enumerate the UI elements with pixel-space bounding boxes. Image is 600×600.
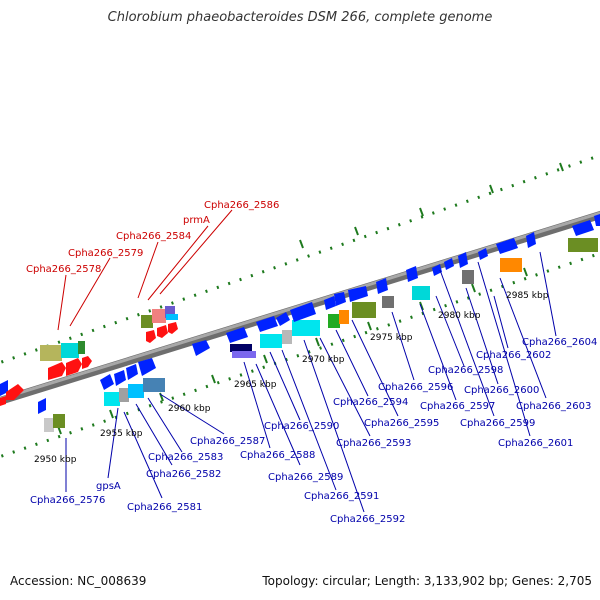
gene-label: Cpha266_2588 (240, 450, 315, 461)
inner-tick-track (0, 251, 600, 459)
gene-label: Cpha266_2600 (464, 385, 539, 396)
gene-label: Cpha266_2578 (26, 264, 101, 275)
gene-label: Cpha266_2602 (476, 350, 551, 361)
highlighted-gene-labels: Cpha266_2578 Cpha266_2579 Cpha266_2584 p… (26, 200, 279, 275)
highlight-leader-lines (57, 209, 233, 331)
accession-text: Accession: NC_008639 (10, 574, 147, 588)
gene-label: Cpha266_2596 (378, 382, 453, 393)
gene-blocks (0, 214, 600, 432)
gene-label: gpsA (96, 481, 121, 492)
gene-label: Cpha266_2593 (336, 438, 411, 449)
gene-label: Cpha266_2603 (516, 401, 591, 412)
gene-label: Cpha266_2594 (333, 397, 408, 408)
scale-label: 2965 kbp (234, 380, 277, 390)
scale-label: 2985 kbp (506, 291, 549, 301)
gene-label: Cpha266_2582 (146, 469, 221, 480)
gene-label: Cpha266_2599 (460, 418, 535, 429)
scale-label: 2975 kbp (370, 333, 413, 343)
scale-label: 2970 kbp (302, 355, 345, 365)
map-title: Chlorobium phaeobacteroides DSM 266, com… (107, 10, 493, 25)
gene-label: Cpha266_2589 (268, 472, 343, 483)
gene-label: Cpha266_2597 (420, 401, 495, 412)
gene-label: Cpha266_2584 (116, 231, 191, 242)
scale-label: 2980 kbp (438, 311, 481, 321)
gene-label: Cpha266_2595 (364, 418, 439, 429)
scale-labels: 2950 kbp 2955 kbp 2960 kbp 2965 kbp 2970… (34, 291, 549, 465)
gene-label: Cpha266_2579 (68, 248, 143, 259)
gene-label: Cpha266_2592 (330, 514, 405, 525)
gene-label: Cpha266_2586 (204, 200, 279, 211)
gene-label: Cpha266_2591 (304, 491, 379, 502)
gene-label: Cpha266_2581 (127, 502, 202, 513)
gene-label: Cpha266_2587 (190, 436, 265, 447)
major-ticks (57, 162, 564, 435)
scale-label: 2950 kbp (34, 455, 77, 465)
topology-text: Topology: circular; Length: 3,133,902 bp… (262, 574, 592, 588)
gene-label: Cpha266_2598 (428, 365, 503, 376)
gene-label: prmA (183, 215, 210, 226)
gene-label: Cpha266_2590 (264, 421, 339, 432)
gene-label: Cpha266_2576 (30, 495, 105, 506)
gene-leader-lines (65, 251, 557, 513)
scale-label: 2955 kbp (100, 429, 143, 439)
outer-tick-track (0, 153, 600, 365)
gene-label: Cpha266_2583 (148, 452, 223, 463)
scale-label: 2960 kbp (168, 404, 211, 414)
gene-labels: Cpha266_2576 gpsA Cpha266_2581 Cpha266_2… (30, 337, 597, 525)
gene-label: Cpha266_2604 (522, 337, 597, 348)
gene-label: Cpha266_2601 (498, 438, 573, 449)
